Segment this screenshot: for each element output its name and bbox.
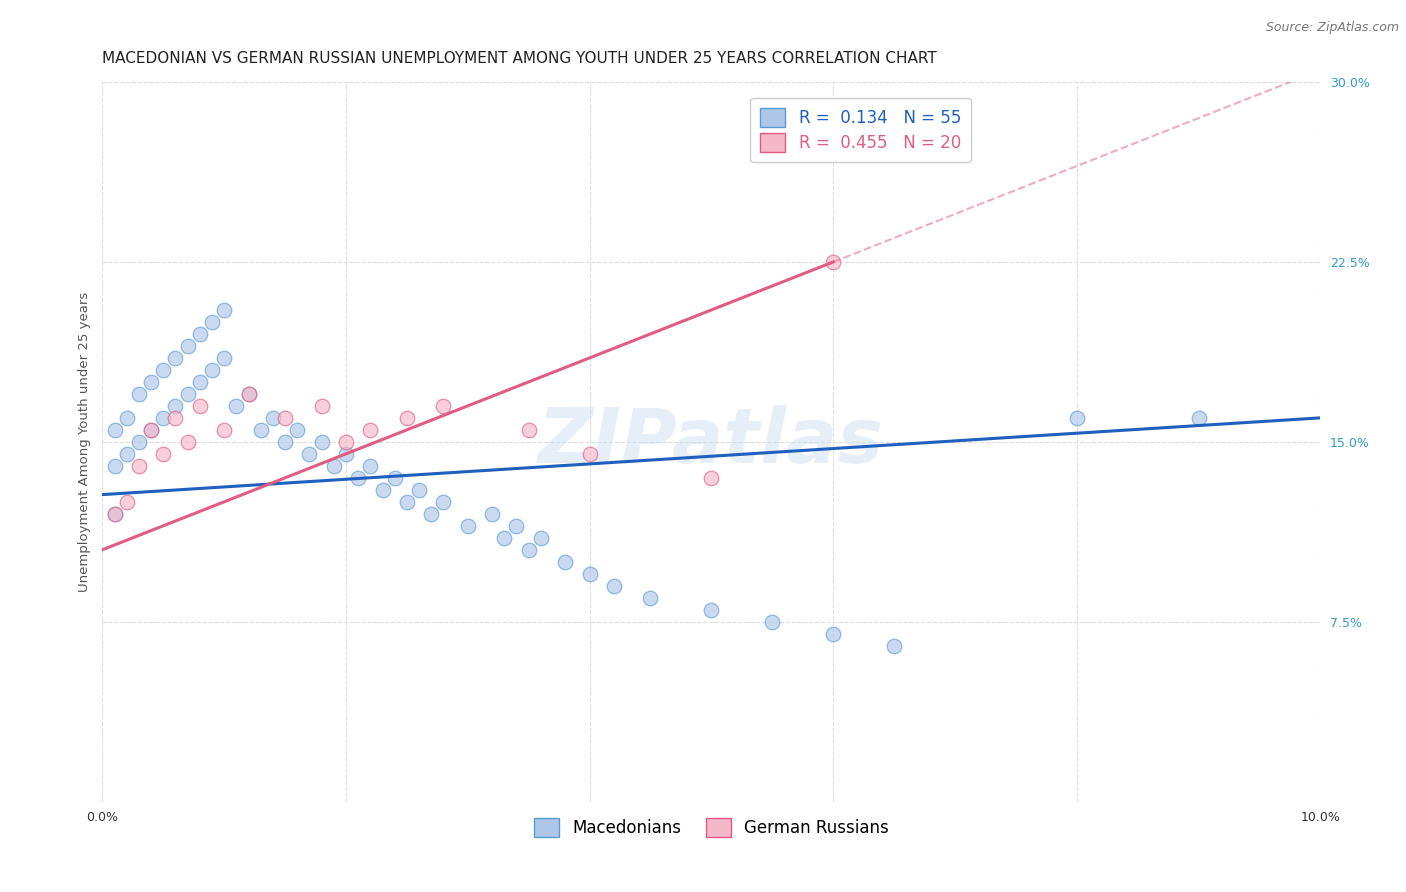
Point — [578, 447, 600, 461]
Point — [188, 399, 211, 413]
Point — [530, 531, 553, 545]
Point — [457, 518, 479, 533]
Point — [128, 434, 150, 449]
Point — [554, 555, 576, 569]
Point — [823, 626, 845, 640]
Point — [188, 375, 211, 389]
Point — [823, 255, 845, 269]
Point — [176, 339, 198, 353]
Point — [517, 542, 540, 557]
Point — [165, 399, 187, 413]
Point — [165, 410, 187, 425]
Point — [359, 423, 381, 437]
Point — [298, 447, 321, 461]
Point — [494, 531, 516, 545]
Point — [115, 410, 138, 425]
Point — [395, 495, 418, 509]
Point — [1066, 410, 1088, 425]
Point — [103, 458, 125, 473]
Point — [152, 410, 174, 425]
Point — [285, 423, 308, 437]
Point — [115, 447, 138, 461]
Point — [481, 507, 503, 521]
Point — [432, 495, 454, 509]
Point — [212, 423, 235, 437]
Point — [371, 483, 394, 497]
Point — [883, 639, 905, 653]
Text: Source: ZipAtlas.com: Source: ZipAtlas.com — [1265, 21, 1399, 34]
Point — [640, 591, 662, 605]
Point — [395, 410, 418, 425]
Point — [335, 447, 357, 461]
Point — [176, 434, 198, 449]
Point — [176, 387, 198, 401]
Point — [103, 507, 125, 521]
Point — [1187, 410, 1209, 425]
Point — [505, 518, 527, 533]
Point — [578, 566, 600, 581]
Point — [212, 351, 235, 365]
Point — [603, 579, 626, 593]
Point — [274, 434, 297, 449]
Point — [274, 410, 297, 425]
Text: MACEDONIAN VS GERMAN RUSSIAN UNEMPLOYMENT AMONG YOUTH UNDER 25 YEARS CORRELATION: MACEDONIAN VS GERMAN RUSSIAN UNEMPLOYMEN… — [103, 51, 938, 66]
Point — [249, 423, 271, 437]
Y-axis label: Unemployment Among Youth under 25 years: Unemployment Among Youth under 25 years — [79, 292, 91, 592]
Point — [311, 399, 333, 413]
Point — [311, 434, 333, 449]
Point — [139, 423, 162, 437]
Point — [384, 471, 406, 485]
Point — [420, 507, 443, 521]
Point — [212, 302, 235, 317]
Point — [761, 615, 783, 629]
Point — [238, 387, 260, 401]
Point — [408, 483, 430, 497]
Point — [165, 351, 187, 365]
Legend: Macedonians, German Russians: Macedonians, German Russians — [527, 811, 896, 844]
Point — [432, 399, 454, 413]
Point — [262, 410, 284, 425]
Point — [700, 471, 723, 485]
Point — [103, 423, 125, 437]
Point — [201, 363, 224, 377]
Point — [115, 495, 138, 509]
Point — [152, 363, 174, 377]
Point — [359, 458, 381, 473]
Point — [700, 603, 723, 617]
Point — [128, 387, 150, 401]
Point — [347, 471, 370, 485]
Point — [225, 399, 247, 413]
Text: ZIPatlas: ZIPatlas — [538, 405, 884, 479]
Point — [103, 507, 125, 521]
Point — [322, 458, 344, 473]
Point — [517, 423, 540, 437]
Point — [201, 315, 224, 329]
Point — [238, 387, 260, 401]
Point — [335, 434, 357, 449]
Point — [152, 447, 174, 461]
Point — [188, 326, 211, 341]
Point — [139, 423, 162, 437]
Point — [139, 375, 162, 389]
Point — [128, 458, 150, 473]
